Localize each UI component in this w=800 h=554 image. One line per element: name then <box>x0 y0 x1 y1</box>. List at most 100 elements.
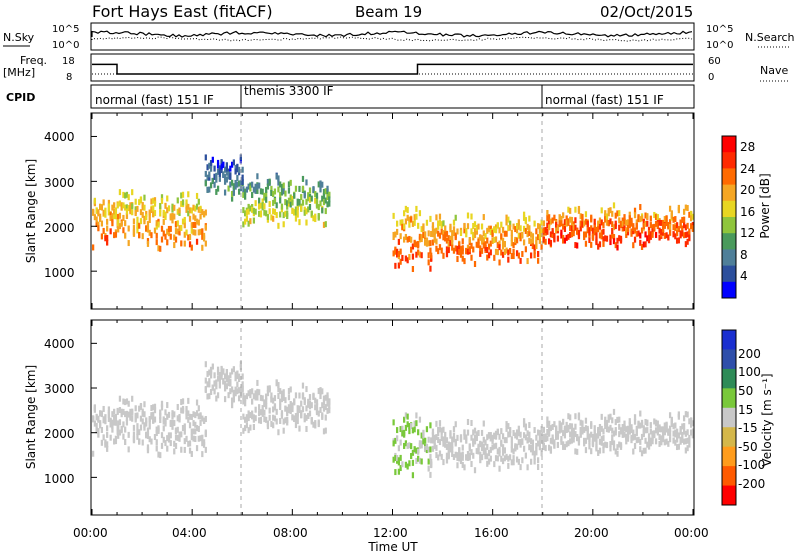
velocity-cell <box>616 444 619 451</box>
power-cell <box>605 235 609 242</box>
velocity-cell <box>208 369 211 376</box>
power-cell <box>427 259 430 266</box>
power-cell <box>199 213 202 220</box>
velocity-cell <box>188 440 192 447</box>
velocity-cell <box>533 450 536 457</box>
velocity-cell <box>569 438 572 445</box>
power-cell <box>261 202 264 209</box>
power-cell <box>600 229 603 236</box>
power-cell <box>558 217 561 224</box>
velocity-cell <box>611 434 614 441</box>
power-cell <box>602 222 605 229</box>
velocity-cell <box>256 390 259 397</box>
velocity-cell <box>533 427 536 434</box>
velocity-cell <box>192 435 195 442</box>
power-cell <box>517 232 520 239</box>
velocity-cell <box>597 449 600 456</box>
velocity-cell <box>187 440 190 447</box>
velocity-cell <box>512 430 515 437</box>
velocity-cell <box>604 416 607 423</box>
velocity-cell <box>321 413 324 420</box>
power-cell <box>465 231 468 238</box>
velocity-cell <box>410 423 413 430</box>
velocity-cell <box>510 436 513 443</box>
power-cell <box>584 231 588 238</box>
power-cell <box>616 244 619 251</box>
power-cell <box>642 241 645 248</box>
power-cell <box>540 227 543 234</box>
power-cell <box>647 226 651 233</box>
velocity-cell <box>118 429 122 436</box>
power-cell <box>256 183 259 190</box>
power-cell <box>576 242 579 249</box>
power-cell <box>180 192 183 199</box>
velocity-cell <box>665 426 668 433</box>
power-cell <box>630 217 633 224</box>
velocity-cell <box>445 457 449 464</box>
velocity-cell <box>501 458 505 465</box>
velocity-cell <box>498 446 501 453</box>
velocity-cell <box>404 424 408 431</box>
velocity-cell <box>183 428 186 435</box>
velocity-cell <box>510 441 513 448</box>
velocity-cell <box>208 381 211 388</box>
power-cell <box>635 222 638 229</box>
velocity-cell <box>199 435 202 442</box>
power-cell <box>437 220 440 227</box>
velocity-cell <box>132 435 136 442</box>
velocity-cell <box>451 436 454 443</box>
power-cell <box>691 222 695 229</box>
power-cell <box>484 241 487 248</box>
velocity-cell <box>113 408 116 415</box>
velocity-cell <box>136 433 139 440</box>
power-cell <box>677 207 680 214</box>
power-cell <box>145 225 148 232</box>
velocity-cell <box>218 374 221 381</box>
power-cell <box>567 218 570 225</box>
power-cell <box>208 186 211 193</box>
power-cell <box>563 219 567 226</box>
velocity-cell <box>279 398 282 405</box>
velocity-cell <box>593 425 596 432</box>
velocity-cell <box>628 421 631 428</box>
power-cell <box>449 235 452 242</box>
velocity-cell <box>463 433 466 440</box>
xtick-0400: 04:00 <box>172 526 207 540</box>
power-cell <box>136 222 139 229</box>
power-cell <box>505 230 508 237</box>
velocity-cell <box>146 447 150 454</box>
velocity-cell <box>138 438 141 445</box>
power-cell <box>538 227 541 234</box>
power-cell <box>451 240 454 247</box>
velocity-cell <box>273 404 277 411</box>
velocity-cell <box>508 427 512 434</box>
velocity-cell <box>556 441 560 448</box>
power-cell <box>162 230 165 237</box>
velocity-cell <box>602 447 605 454</box>
power-cell <box>417 249 420 256</box>
power-cell <box>171 217 174 224</box>
power-cell <box>540 243 543 250</box>
power-cell <box>275 173 278 180</box>
velocity-cell <box>326 400 329 407</box>
velocity-cell <box>682 415 686 422</box>
power-colorbar-swatch <box>722 217 736 234</box>
power-cell <box>249 182 252 189</box>
power-cell <box>176 220 179 227</box>
velocity-ylabel: Slant Range [km] <box>24 365 38 469</box>
power-cell <box>328 196 331 203</box>
noise-sky-trace <box>91 30 693 38</box>
power-cell <box>410 216 413 223</box>
power-cell <box>314 197 317 204</box>
power-cell <box>437 248 440 255</box>
velocity-cell <box>616 416 619 423</box>
power-cell <box>452 226 456 233</box>
velocity-cell <box>113 419 116 426</box>
power-cell <box>178 207 181 214</box>
velocity-cell <box>519 464 522 471</box>
velocity-cell <box>529 444 533 451</box>
power-cell <box>396 220 399 227</box>
power-cell <box>114 213 118 220</box>
velocity-cell <box>584 425 588 432</box>
velocity-cell <box>618 441 621 448</box>
